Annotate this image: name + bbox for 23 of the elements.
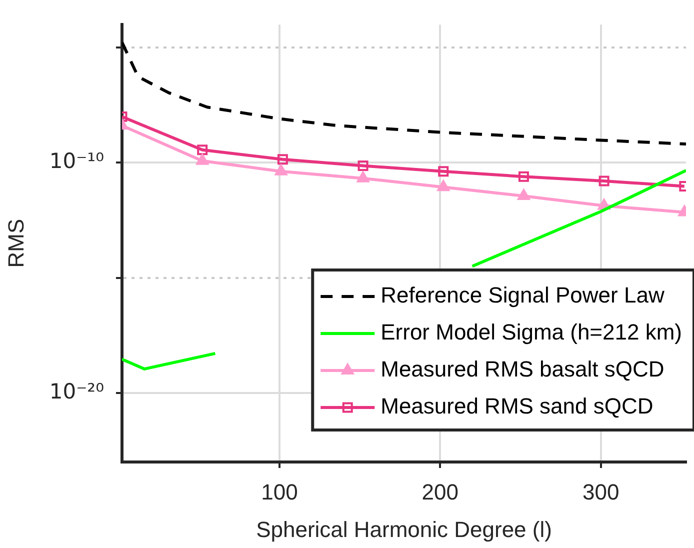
y-tick-label: 10⁻²⁰ (49, 379, 104, 404)
x-tick-label: 300 (582, 479, 620, 504)
point (518, 171, 529, 182)
line-series (122, 40, 686, 146)
point (356, 171, 370, 182)
point (277, 154, 288, 165)
legend-label: Measured RMS basalt sQCD (380, 356, 664, 382)
point (598, 176, 610, 186)
y-tick-label: 10⁻¹⁰ (49, 149, 104, 174)
legend-label: Error Model Sigma (h=212 km) (380, 320, 682, 345)
legend-label: Reference Signal Power Law (380, 282, 664, 308)
x-tick-label: 200 (422, 479, 459, 504)
point (518, 188, 530, 200)
point (196, 154, 209, 165)
legend-label: Measured RMS sand sQCD (380, 394, 654, 419)
x-axis-title: Spherical Harmonic Degree (l) (256, 516, 552, 542)
y-axis-title: RMS (3, 218, 28, 268)
point (358, 160, 368, 171)
point (438, 166, 449, 177)
x-tick-label: 100 (261, 479, 298, 504)
point (437, 180, 450, 192)
point (197, 144, 208, 156)
point (274, 164, 288, 176)
